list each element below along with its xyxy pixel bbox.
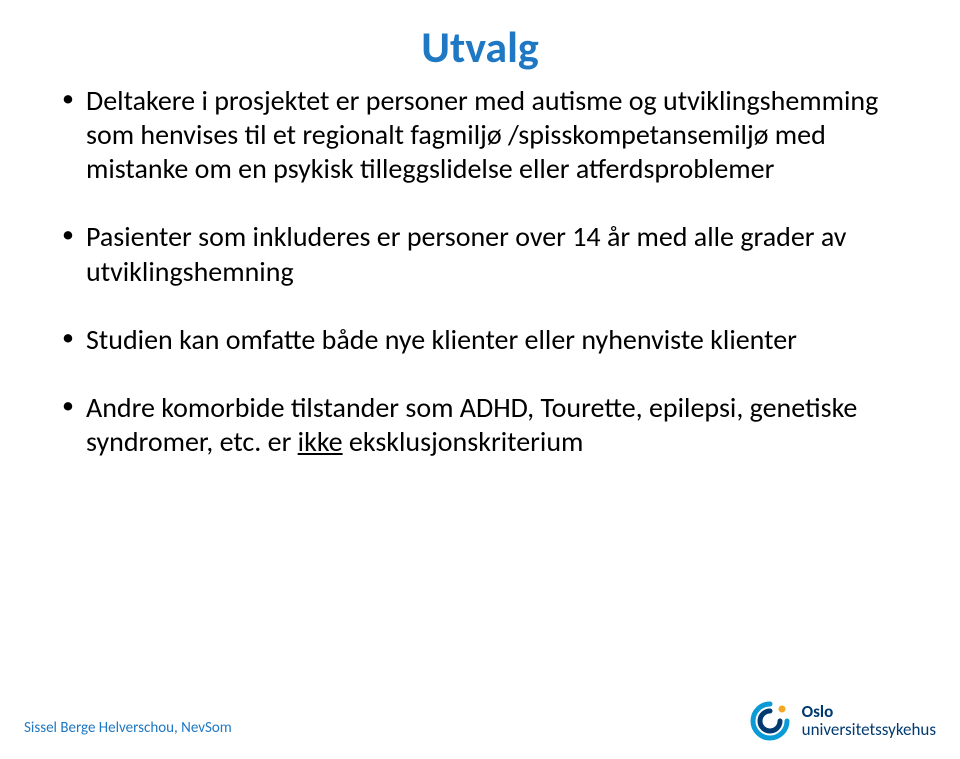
hospital-logo-text: Oslo universitetssykehus [802,703,936,739]
bullet-text-underlined: ikke [298,424,343,459]
slide: Utvalg Deltakere i prosjektet er persone… [0,0,960,759]
slide-title: Utvalg [50,20,910,74]
logo-line2: universitetssykehus [802,721,936,739]
bullet-text: Studien kan omfatte både nye klienter el… [86,322,797,357]
footer-author: Sissel Berge Helverschou, NevSom [24,719,232,737]
list-item: Deltakere i prosjektet er personer med a… [50,84,910,186]
bullet-text: Deltakere i prosjektet er personer med a… [86,83,878,186]
bullet-list: Deltakere i prosjektet er personer med a… [50,84,910,459]
list-item: Studien kan omfatte både nye klienter el… [50,323,910,357]
list-item: Andre komorbide tilstander som ADHD, Tou… [50,391,910,459]
footer-logo: Oslo universitetssykehus [748,699,936,743]
bullet-text: Pasienter som inkluderes er personer ove… [86,219,846,288]
bullet-text-suffix: eksklusjonskriterium [343,424,584,459]
list-item: Pasienter som inkluderes er personer ove… [50,220,910,288]
hospital-logo-icon [748,699,792,743]
